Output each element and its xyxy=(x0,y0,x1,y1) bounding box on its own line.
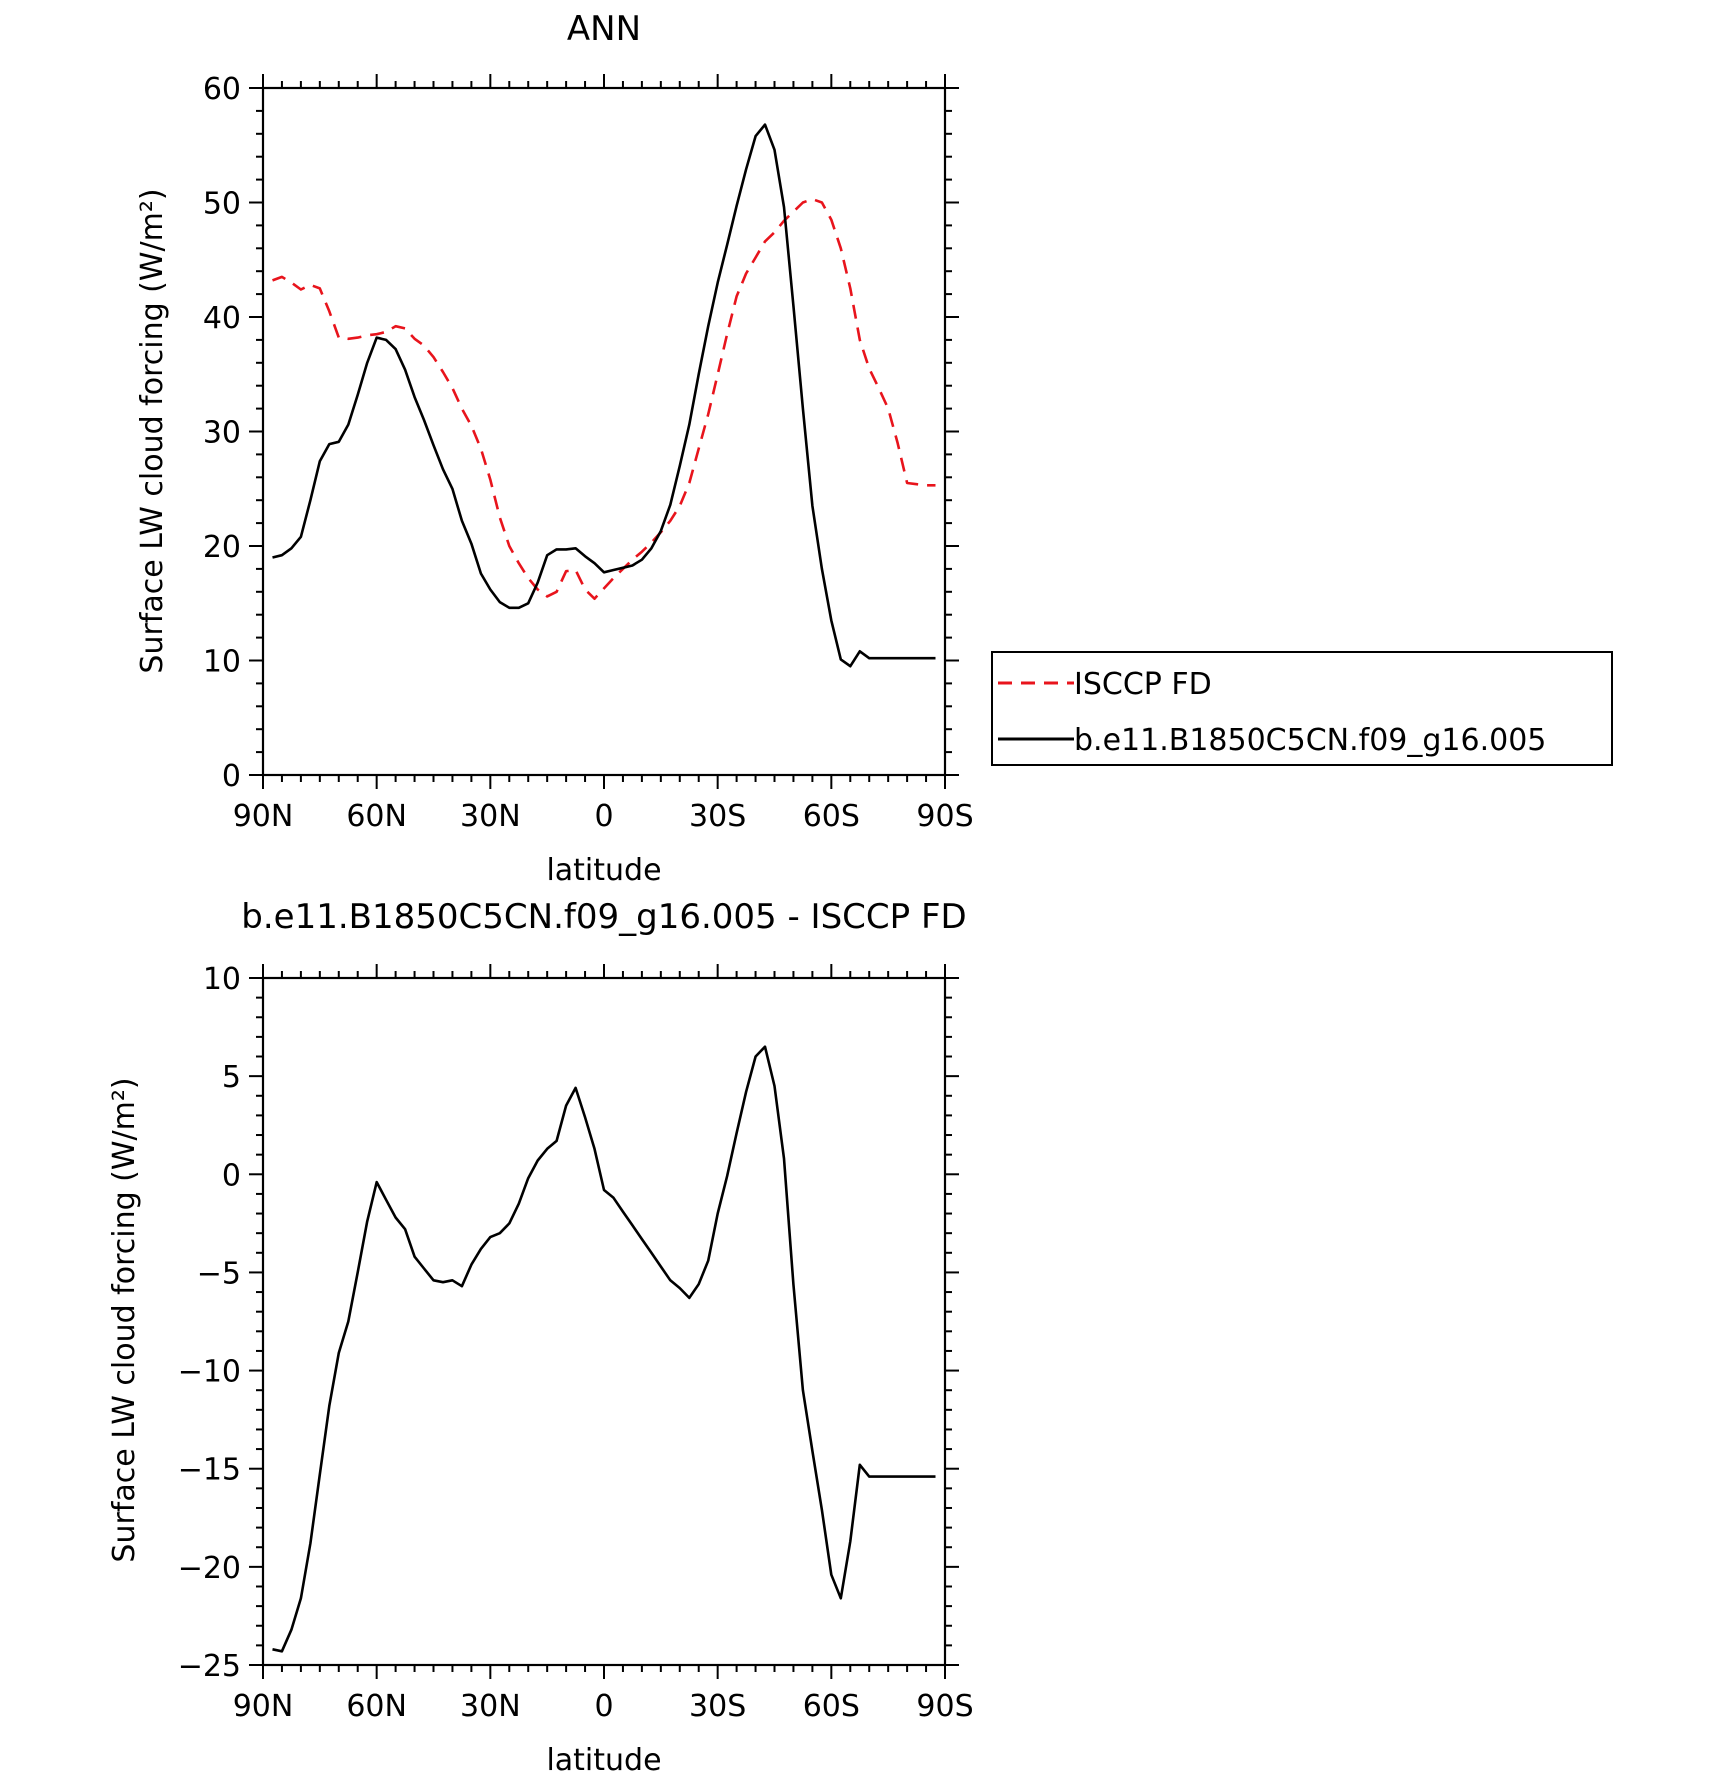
bottom-x-tick-label: 30S xyxy=(689,1689,746,1724)
top-x-tick-label: 90N xyxy=(233,799,294,834)
top-chart-panel: ANN 90N 60N 30N 0 30S 60S 90S 0 10 20 30 40 50 60 lat… xyxy=(135,9,974,888)
bottom-y-tick-label: −20 xyxy=(178,1551,241,1586)
bottom-chart-panel: b.e11.B1850C5CN.f09_g16.005 - ISCCP FD 9… xyxy=(107,897,974,1778)
bottom-y-tick-label: −15 xyxy=(178,1453,241,1488)
bottom-chart-ticks: 90N 60N 30N 0 30S 60S 90S −25 −20 −15 −10 −5 0 5 10 xyxy=(178,962,974,1724)
top-chart-title: ANN xyxy=(567,9,641,49)
bottom-y-tick-label: −10 xyxy=(178,1355,241,1390)
top-series-line-0 xyxy=(272,197,936,601)
bottom-y-tick-label: 0 xyxy=(222,1158,241,1193)
top-chart-y-axis-label: Surface LW cloud forcing (W/m²) xyxy=(135,188,170,673)
top-x-tick-label: 30S xyxy=(689,799,746,834)
bottom-y-tick-label: −5 xyxy=(197,1256,241,1291)
top-chart-frame xyxy=(261,86,947,777)
bottom-x-tick-label: 0 xyxy=(594,1689,613,1724)
top-y-tick-label: 50 xyxy=(203,187,241,222)
bottom-chart-series xyxy=(272,1045,936,1653)
legend-box xyxy=(991,651,1613,766)
bottom-series-line-0 xyxy=(272,1045,936,1653)
bottom-x-tick-label: 60S xyxy=(803,1689,860,1724)
top-y-tick-label: 10 xyxy=(203,645,241,680)
top-x-tick-label: 60S xyxy=(803,799,860,834)
top-chart-series xyxy=(272,123,936,668)
bottom-x-tick-label: 60N xyxy=(346,1689,407,1724)
top-series-line-1 xyxy=(272,123,936,668)
legend-entry-model: b.e11.B1850C5CN.f09_g16.005 xyxy=(1074,723,1546,758)
top-y-tick-label: 0 xyxy=(222,759,241,794)
bottom-chart-x-axis-label: latitude xyxy=(546,1743,661,1778)
top-x-tick-label: 90S xyxy=(916,799,973,834)
top-chart-x-axis-label: latitude xyxy=(546,853,661,888)
top-x-tick-label: 30N xyxy=(460,799,521,834)
bottom-chart-y-axis-label: Surface LW cloud forcing (W/m²) xyxy=(107,1077,142,1562)
top-y-tick-label: 30 xyxy=(203,416,241,451)
top-y-tick-label: 20 xyxy=(203,530,241,565)
top-y-tick-label: 60 xyxy=(203,72,241,107)
legend: ISCCP FD b.e11.B1850C5CN.f09_g16.005 xyxy=(991,651,1613,766)
bottom-x-tick-label: 90N xyxy=(233,1689,294,1724)
bottom-x-tick-label: 90S xyxy=(916,1689,973,1724)
bottom-y-tick-label: 10 xyxy=(203,962,241,997)
top-chart-ticks: 90N 60N 30N 0 30S 60S 90S 0 10 20 30 40 50 60 xyxy=(203,72,974,834)
bottom-x-tick-label: 30N xyxy=(460,1689,521,1724)
top-y-tick-label: 40 xyxy=(203,301,241,336)
bottom-y-tick-label: −25 xyxy=(178,1649,241,1684)
bottom-y-tick-label: 5 xyxy=(222,1060,241,1095)
bottom-chart-frame xyxy=(261,976,947,1667)
top-x-tick-label: 60N xyxy=(346,799,407,834)
top-x-tick-label: 0 xyxy=(594,799,613,834)
bottom-chart-title: b.e11.B1850C5CN.f09_g16.005 - ISCCP FD xyxy=(241,897,966,937)
legend-entry-isccp: ISCCP FD xyxy=(1074,667,1212,702)
